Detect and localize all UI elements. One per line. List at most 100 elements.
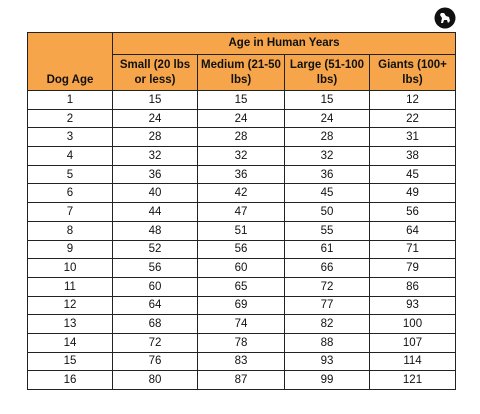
- dog-age-cell: 12: [27, 295, 113, 316]
- human-age-cell: 42: [197, 183, 285, 204]
- human-age-cell: 15: [112, 90, 198, 110]
- table-row: 1 15 15 15 12: [27, 90, 456, 110]
- human-age-cell: 45: [284, 183, 370, 204]
- human-age-cell: 12: [369, 90, 456, 110]
- human-age-cell: 15: [197, 90, 285, 110]
- human-age-cell: 100: [369, 314, 456, 334]
- human-age-cell: 93: [284, 351, 370, 372]
- column-header: Small (20 lbs or less): [112, 54, 198, 91]
- dog-age-table: Dog Age Age in Human Years Small (20 lbs…: [27, 32, 456, 390]
- table-row: 7 44 47 50 56: [27, 202, 456, 222]
- table-row: 14 72 78 88 107: [27, 332, 456, 353]
- column-header: Dog Age: [27, 32, 113, 91]
- human-age-cell: 36: [284, 164, 370, 185]
- dog-age-cell: 6: [27, 183, 113, 204]
- human-age-cell: 22: [369, 108, 456, 129]
- human-age-cell: 76: [112, 351, 198, 372]
- table-row: 11 60 65 72 86: [27, 276, 456, 297]
- human-age-cell: 38: [369, 146, 456, 166]
- human-age-cell: 66: [284, 258, 370, 278]
- human-age-cell: 68: [112, 314, 198, 334]
- human-age-cell: 52: [112, 239, 198, 260]
- group-header: Age in Human Years: [112, 32, 456, 55]
- human-age-cell: 45: [369, 164, 456, 185]
- dog-age-cell: 1: [27, 90, 113, 110]
- table-row: 4 32 32 32 38: [27, 146, 456, 166]
- table-row: 9 52 56 61 71: [27, 239, 456, 260]
- human-age-cell: 50: [284, 202, 370, 222]
- human-age-cell: 83: [197, 351, 285, 372]
- dog-age-cell: 7: [27, 202, 113, 222]
- human-age-cell: 64: [112, 295, 198, 316]
- human-age-cell: 82: [284, 314, 370, 334]
- dog-age-cell: 13: [27, 314, 113, 334]
- table-row: 12 64 69 77 93: [27, 295, 456, 316]
- human-age-cell: 36: [112, 164, 198, 185]
- human-age-cell: 78: [197, 332, 285, 353]
- human-age-cell: 24: [197, 108, 285, 129]
- human-age-cell: 61: [284, 239, 370, 260]
- human-age-cell: 28: [284, 127, 370, 148]
- human-age-cell: 28: [197, 127, 285, 148]
- human-age-cell: 40: [112, 183, 198, 204]
- dog-icon: [434, 7, 456, 29]
- table-row: 15 76 83 93 114: [27, 351, 456, 372]
- human-age-cell: 77: [284, 295, 370, 316]
- dog-age-cell: 5: [27, 164, 113, 185]
- dog-age-cell: 16: [27, 370, 113, 390]
- human-age-cell: 107: [369, 332, 456, 353]
- human-age-cell: 65: [197, 276, 285, 297]
- dog-age-cell: 11: [27, 276, 113, 297]
- human-age-cell: 55: [284, 220, 370, 241]
- human-age-cell: 31: [369, 127, 456, 148]
- header-row: Small (20 lbs or less) Medium (21-50 lbs…: [28, 54, 456, 91]
- table-body: 1 15 15 15 12 2 24 24 24 22 3 28 28 28 31 4 32 32 32 38 5 36 3…: [27, 90, 456, 390]
- table-row: 2 24 24 24 22: [27, 108, 456, 129]
- human-age-cell: 72: [284, 276, 370, 297]
- dog-age-cell: 9: [27, 239, 113, 260]
- dog-age-cell: 2: [27, 108, 113, 129]
- human-age-cell: 48: [112, 220, 198, 241]
- human-age-cell: 32: [197, 146, 285, 166]
- dog-age-cell: 14: [27, 332, 113, 353]
- table-row: 10 56 60 66 79: [27, 258, 456, 278]
- dog-age-cell: 15: [27, 351, 113, 372]
- dog-age-cell: 10: [27, 258, 113, 278]
- human-age-cell: 44: [112, 202, 198, 222]
- column-header: Medium (21-50 lbs): [197, 54, 285, 91]
- human-age-cell: 36: [197, 164, 285, 185]
- table-row: 5 36 36 36 45: [27, 164, 456, 185]
- human-age-cell: 51: [197, 220, 285, 241]
- table-row: 13 68 74 82 100: [27, 314, 456, 334]
- human-age-cell: 24: [112, 108, 198, 129]
- header-row: Dog Age Age in Human Years: [27, 32, 456, 91]
- human-age-cell: 72: [112, 332, 198, 353]
- human-age-cell: 86: [369, 276, 456, 297]
- human-age-cell: 121: [369, 370, 456, 390]
- human-age-cell: 60: [197, 258, 285, 278]
- human-age-cell: 71: [369, 239, 456, 260]
- human-age-cell: 114: [369, 351, 456, 372]
- human-age-cell: 24: [284, 108, 370, 129]
- human-age-cell: 74: [197, 314, 285, 334]
- table-row: 8 48 51 55 64: [27, 220, 456, 241]
- human-age-cell: 49: [369, 183, 456, 204]
- table-row: 3 28 28 28 31: [27, 127, 456, 148]
- dog-age-cell: 4: [27, 146, 113, 166]
- human-age-cell: 80: [112, 370, 198, 390]
- human-age-cell: 28: [112, 127, 198, 148]
- human-age-cell: 32: [112, 146, 198, 166]
- human-age-cell: 93: [369, 295, 456, 316]
- human-age-cell: 79: [369, 258, 456, 278]
- human-age-cell: 56: [197, 239, 285, 260]
- human-age-cell: 15: [284, 90, 370, 110]
- column-header: Large (51-100 lbs): [284, 54, 370, 91]
- human-age-cell: 99: [284, 370, 370, 390]
- human-age-cell: 64: [369, 220, 456, 241]
- human-age-cell: 69: [197, 295, 285, 316]
- human-age-cell: 56: [369, 202, 456, 222]
- human-age-cell: 32: [284, 146, 370, 166]
- column-header: Giants (100+ lbs): [369, 54, 456, 91]
- human-age-cell: 60: [112, 276, 198, 297]
